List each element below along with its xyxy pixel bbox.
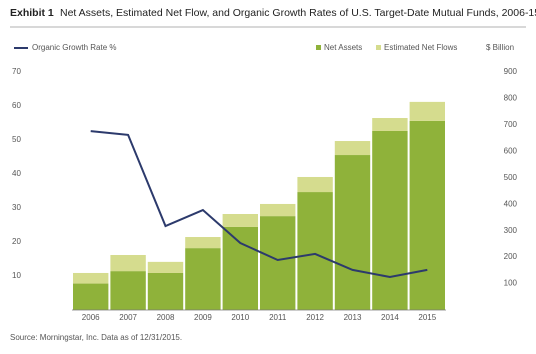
legend-swatch xyxy=(376,45,381,50)
bar xyxy=(297,176,333,193)
bar xyxy=(147,261,184,273)
bar xyxy=(297,192,333,310)
bar xyxy=(185,237,221,249)
bar xyxy=(222,214,258,227)
y-tick-label: 40 xyxy=(12,169,21,178)
y2-tick-label: 600 xyxy=(504,146,518,155)
bar xyxy=(334,141,371,156)
bar xyxy=(185,248,221,310)
x-tick-label: 2007 xyxy=(119,313,137,322)
bar xyxy=(147,272,184,310)
bar xyxy=(260,203,296,217)
bar xyxy=(110,254,146,272)
x-tick-label: 2010 xyxy=(231,313,249,322)
y-tick-label: 70 xyxy=(12,67,21,76)
exhibit-label: Exhibit 1 xyxy=(10,7,54,19)
bar xyxy=(372,130,408,310)
y2-tick-label: 400 xyxy=(504,199,518,208)
bar xyxy=(110,271,146,310)
x-tick-label: 2013 xyxy=(344,313,362,322)
legend-label: Estimated Net Flows xyxy=(384,43,457,52)
x-tick-label: 2008 xyxy=(157,313,175,322)
bar xyxy=(334,155,371,310)
source-note: Source: Morningstar, Inc. Data as of 12/… xyxy=(10,333,182,342)
bar xyxy=(409,101,445,121)
y-tick-label: 30 xyxy=(12,203,21,212)
y-tick-label: 10 xyxy=(12,271,21,280)
chart-title: Net Assets, Estimated Net Flow, and Orga… xyxy=(60,7,536,19)
x-tick-label: 2014 xyxy=(381,313,399,322)
bar xyxy=(409,120,445,310)
x-tick-label: 2009 xyxy=(194,313,212,322)
bar xyxy=(73,272,109,284)
x-tick-label: 2006 xyxy=(82,313,100,322)
y-tick-label: 50 xyxy=(12,135,21,144)
y2-tick-label: 200 xyxy=(504,252,518,261)
x-tick-label: 2012 xyxy=(306,313,324,322)
y-tick-label: 60 xyxy=(12,101,21,110)
x-tick-label: 2011 xyxy=(269,313,287,322)
legend-label: Net Assets xyxy=(324,43,362,52)
y-tick-label: 20 xyxy=(12,237,21,246)
y2-tick-label: 500 xyxy=(504,173,518,182)
y2-tick-label: 100 xyxy=(504,279,518,288)
bar xyxy=(260,216,296,310)
y2-axis-label: $ Billion xyxy=(486,43,514,52)
legend-label: Organic Growth Rate % xyxy=(32,43,116,52)
y2-tick-label: 900 xyxy=(504,67,518,76)
bar xyxy=(372,118,408,131)
bar xyxy=(222,226,258,310)
line xyxy=(90,130,428,279)
x-tick-label: 2015 xyxy=(418,313,436,322)
bar xyxy=(73,283,109,310)
y2-tick-label: 700 xyxy=(504,120,518,129)
y2-tick-label: 800 xyxy=(504,94,518,103)
y2-tick-label: 300 xyxy=(504,226,518,235)
legend-swatch xyxy=(316,45,321,50)
